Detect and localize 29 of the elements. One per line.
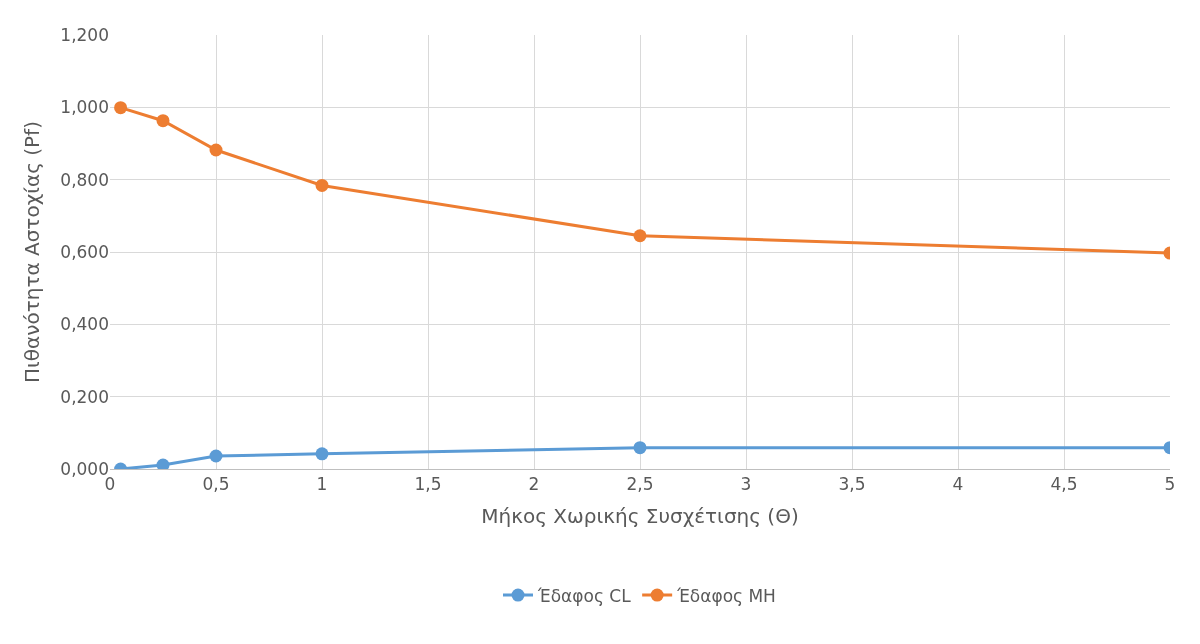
y-tick-label: 1,000 [60,97,109,118]
x-tick-label: 0,5 [202,474,230,495]
x-tick-label: 4 [952,474,964,495]
y-tick-label: 0,800 [60,169,109,190]
x-tick-label: 3,5 [838,474,866,495]
y-tick-label: 0,200 [60,386,109,407]
legend-label: Έδαφος MH [676,585,776,606]
y-axis-title: Πιθανότητα Αστοχίας (Pf) [19,121,44,383]
y-tick-label: 0,600 [60,241,109,262]
x-tick-label: 1,5 [414,474,442,495]
x-tick-label: 1 [316,474,328,495]
point [156,458,170,469]
point [315,178,329,192]
x-tick-label: 5 [1164,474,1176,495]
point [633,441,647,455]
point [315,447,329,461]
x-tick-label: 2,5 [626,474,654,495]
x-tick-label: 2 [528,474,540,495]
y-tick-label: 1,200 [60,24,109,45]
point [114,101,128,115]
point [209,449,223,463]
legend-label: Έδαφος CL [537,585,632,606]
point [156,114,170,128]
x-tick-label: 4,5 [1050,474,1078,495]
x-tick-label: 3 [740,474,752,495]
point [209,143,223,157]
x-axis-title: Μήκος Χωρικής Συσχέτισης (Θ) [481,503,799,528]
point [633,229,647,243]
y-tick-label: 0,400 [60,314,109,335]
